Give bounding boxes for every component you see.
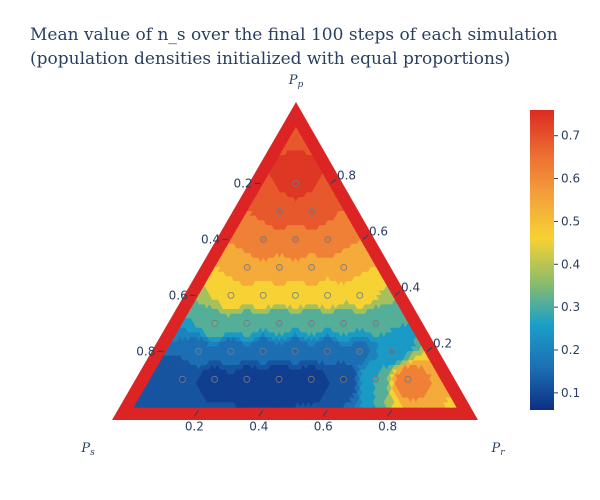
colorbar-tick-label: 0.2	[561, 343, 580, 357]
sample-point	[276, 207, 283, 215]
sample-point	[372, 319, 380, 327]
right-axis-tick	[322, 410, 328, 417]
sample-point	[324, 291, 332, 299]
sample-point	[211, 375, 219, 383]
sample-point	[227, 347, 235, 355]
colorbar-tick-label: 0.5	[561, 214, 580, 228]
sample-point	[211, 319, 219, 327]
sample-point	[227, 291, 235, 299]
colorbar-tick-label: 0.1	[561, 386, 580, 400]
top-axis-tick-label: 0.8	[337, 168, 356, 182]
sample-point	[243, 263, 251, 271]
sample-point	[243, 319, 251, 327]
ternary-plot: 0.2 0.4 0.6 0.8 0.8 0.6 0.4 0.2 0.2 0.4 0.6 0.8 Pp Ps…	[80, 73, 505, 458]
top-axis-tick	[394, 290, 401, 296]
colorbar-tick-label: 0.7	[561, 129, 580, 143]
top-axis-tick-label: 0.2	[433, 336, 452, 350]
sample-point	[307, 375, 315, 383]
sample-point	[259, 291, 267, 299]
sample-point	[259, 235, 267, 243]
colorbar-tick-label: 0.4	[561, 257, 580, 271]
top-axis-tick-label: 0.4	[401, 280, 420, 294]
colorbar-tick-label: 0.3	[561, 300, 580, 314]
sample-point	[291, 291, 299, 299]
left-axis-tick-label: 0.4	[201, 232, 220, 246]
sample-point	[178, 375, 186, 383]
right-axis-tick-label: 0.2	[185, 419, 204, 433]
chart-title-line-2: (population densities initialized with e…	[30, 49, 510, 69]
sample-point	[291, 347, 299, 355]
sample-point	[308, 263, 315, 271]
axis-ticks: 0.2 0.4 0.6 0.8 0.8 0.6 0.4 0.2 0.2 0.4 0.6 0.8	[136, 168, 452, 433]
contour-fill	[133, 126, 457, 408]
right-axis-tick	[193, 410, 199, 417]
chart-title-line-1: Mean value of n_s over the final 100 ste…	[30, 25, 558, 45]
right-axis-tick-label: 0.8	[378, 419, 397, 433]
sample-point	[308, 207, 316, 215]
sample-point	[275, 375, 283, 383]
sample-points	[178, 180, 412, 383]
sample-point	[324, 347, 331, 355]
sample-point	[292, 180, 300, 187]
sample-point	[388, 347, 396, 355]
sample-point	[340, 263, 348, 271]
sample-point	[356, 291, 364, 299]
sample-point	[195, 347, 202, 355]
right-axis-tick	[258, 410, 264, 417]
left-axis-title: Ps	[80, 441, 95, 458]
right-axis-title: Pr	[490, 441, 505, 458]
sample-point	[404, 375, 412, 383]
top-axis-tick	[362, 234, 369, 240]
sample-point	[243, 375, 251, 383]
top-axis-tick	[330, 179, 337, 184]
colorbar-tick-label: 0.6	[561, 172, 580, 186]
top-axis-tick	[426, 346, 433, 352]
left-axis-tick-label: 0.8	[136, 344, 155, 358]
left-axis-tick-label: 0.2	[233, 176, 252, 190]
sample-point	[275, 319, 283, 327]
right-axis-tick-label: 0.4	[249, 419, 268, 433]
colorbar: 0.1 0.2 0.3 0.4 0.5 0.6 0.7	[530, 110, 580, 410]
sample-point	[308, 319, 315, 327]
sample-point	[275, 263, 283, 271]
sample-point	[259, 347, 267, 355]
sample-point	[356, 347, 364, 355]
sample-point	[340, 375, 347, 383]
colorbar-gradient	[530, 110, 554, 410]
left-axis-tick-label: 0.6	[169, 288, 188, 302]
top-axis-title: Pp	[288, 73, 304, 90]
top-axis-tick-label: 0.6	[369, 224, 388, 238]
sample-point	[372, 375, 380, 383]
sample-point	[340, 319, 348, 327]
right-axis-tick-label: 0.6	[314, 419, 333, 433]
sample-point	[292, 235, 299, 243]
sample-point	[324, 235, 332, 243]
right-axis-tick	[387, 410, 393, 417]
